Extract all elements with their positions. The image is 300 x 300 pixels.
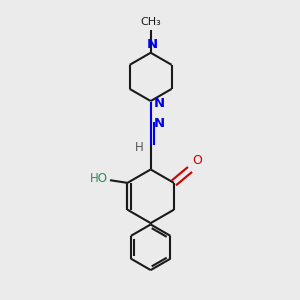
Text: N: N — [153, 97, 164, 110]
Text: CH₃: CH₃ — [140, 17, 161, 27]
Text: N: N — [146, 38, 158, 51]
Text: N: N — [153, 117, 164, 130]
Text: HO: HO — [90, 172, 108, 184]
Text: O: O — [192, 154, 202, 167]
Text: H: H — [134, 142, 143, 154]
